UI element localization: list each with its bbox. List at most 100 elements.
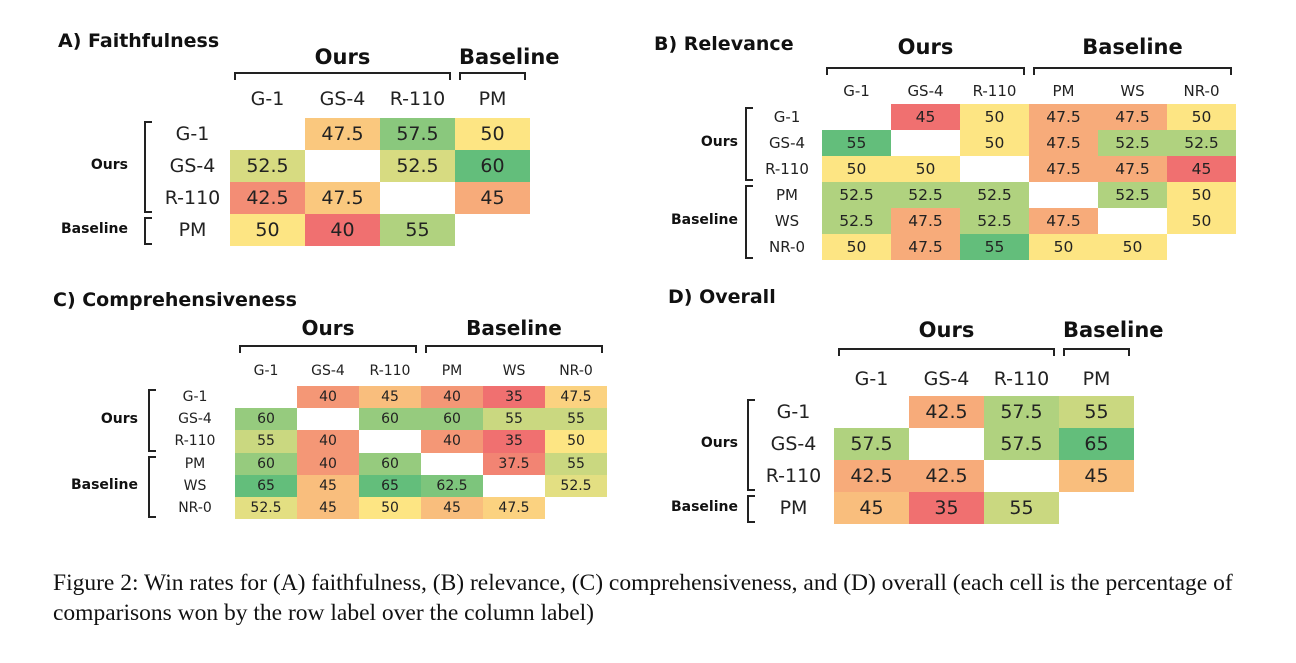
heatmap-cell: 62.5 [421, 474, 483, 497]
col-group-baseline-label: Baseline [1063, 318, 1164, 342]
heatmap-cell-empty [359, 430, 421, 453]
column-header: GS-4 [923, 368, 970, 390]
row-group-bracket [745, 185, 753, 259]
heatmap-cell: 52.5 [1098, 182, 1167, 208]
column-header: NR-0 [559, 363, 593, 379]
heatmap-cell: 45 [297, 474, 359, 497]
row-group-baseline-label: Baseline [670, 499, 738, 516]
heatmap-cell: 60 [359, 408, 421, 431]
panel-a-title: A) Faithfulness [58, 30, 220, 52]
heatmap-cell: 45 [834, 492, 909, 524]
heatmap-cell: 40 [297, 430, 359, 453]
heatmap-cell: 47.5 [891, 234, 960, 260]
col-group-bracket [1063, 348, 1130, 356]
column-header: PM [1052, 82, 1075, 100]
heatmap-cell: 47.5 [305, 118, 380, 150]
heatmap-cell: 52.5 [822, 208, 891, 234]
heatmap-cell: 35 [483, 430, 545, 453]
heatmap-cell-empty [891, 130, 960, 156]
column-header: GS-4 [311, 363, 345, 379]
heatmap-cell: 57.5 [834, 428, 909, 460]
row-group-bracket [148, 455, 156, 519]
heatmap-cell: 55 [822, 130, 891, 156]
heatmap-cell: 47.5 [1029, 208, 1098, 234]
col-group-ours-label: Ours [314, 45, 371, 69]
heatmap-cell-empty [297, 408, 359, 431]
heatmap-cell: 57.5 [984, 396, 1059, 428]
heatmap-cell: 57.5 [380, 118, 455, 150]
heatmap-cell: 60 [235, 452, 297, 475]
column-header: G-1 [253, 363, 279, 379]
row-header: R-110 [765, 465, 822, 487]
row-group-bracket [148, 389, 156, 452]
row-header: PM [178, 219, 207, 241]
heatmap-cell: 55 [380, 214, 455, 246]
heatmap-cell: 55 [1059, 396, 1134, 428]
heatmap-cell: 50 [1167, 182, 1236, 208]
heatmap-cell: 42.5 [909, 460, 984, 492]
row-group-bracket [747, 495, 755, 523]
col-group-bracket [234, 72, 451, 80]
heatmap-cell: 40 [297, 386, 359, 409]
column-header: R-110 [972, 82, 1017, 100]
heatmap-cell-empty [235, 386, 297, 409]
heatmap-cell: 60 [235, 408, 297, 431]
row-header: NR-0 [178, 500, 212, 516]
col-group-ours-label: Ours [301, 316, 355, 340]
heatmap-cell: 40 [421, 386, 483, 409]
heatmap-cell: 42.5 [230, 182, 305, 214]
row-header: GS-4 [770, 433, 817, 455]
heatmap-cell: 55 [483, 408, 545, 431]
heatmap-cell-empty [1029, 182, 1098, 208]
panel-c-title: C) Comprehensiveness [53, 289, 297, 311]
col-group-bracket [1033, 67, 1232, 75]
col-group-baseline-label: Baseline [1082, 35, 1183, 59]
row-header: R-110 [174, 433, 216, 450]
row-group-bracket [144, 217, 152, 245]
heatmap-cell: 52.5 [1098, 130, 1167, 156]
column-header: PM [441, 363, 463, 379]
heatmap-cell-empty [545, 497, 607, 520]
heatmap-cell: 35 [483, 386, 545, 409]
heatmap-cell: 55 [235, 430, 297, 453]
heatmap-cell-empty [960, 156, 1029, 182]
row-group-bracket [144, 121, 152, 213]
panel-b-title: B) Relevance [654, 33, 794, 55]
row-header: G-1 [175, 123, 210, 145]
column-header: R-110 [993, 368, 1050, 390]
col-group-bracket [239, 345, 417, 353]
heatmap-cell: 45 [455, 182, 530, 214]
heatmap-cell: 50 [822, 156, 891, 182]
heatmap-cell: 47.5 [891, 208, 960, 234]
row-group-ours-label: Ours [700, 435, 738, 452]
heatmap-cell: 50 [1029, 234, 1098, 260]
heatmap-cell: 47.5 [1098, 156, 1167, 182]
heatmap-cell: 40 [297, 452, 359, 475]
heatmap-cell: 50 [1098, 234, 1167, 260]
heatmap-cell: 50 [960, 130, 1029, 156]
col-group-bracket [826, 67, 1025, 75]
column-header: PM [478, 88, 507, 110]
heatmap-cell-empty [822, 104, 891, 130]
column-header: WS [1120, 82, 1145, 100]
heatmap-cell: 45 [891, 104, 960, 130]
row-group-baseline-label: Baseline [60, 221, 128, 238]
heatmap-cell: 47.5 [1029, 130, 1098, 156]
column-header: PM [1082, 368, 1111, 390]
heatmap-cell-empty [984, 460, 1059, 492]
column-header: G-1 [250, 88, 285, 110]
heatmap-cell: 50 [230, 214, 305, 246]
heatmap-cell: 65 [235, 474, 297, 497]
col-group-bracket [425, 345, 603, 353]
heatmap-cell: 45 [1059, 460, 1134, 492]
heatmap-cell: 45 [421, 497, 483, 520]
heatmap-cell: 60 [421, 408, 483, 431]
row-header: GS-4 [178, 411, 212, 428]
row-header: WS [774, 212, 800, 230]
heatmap-cell: 45 [297, 497, 359, 520]
heatmap-cell-empty [421, 452, 483, 475]
heatmap-cell: 47.5 [1098, 104, 1167, 130]
heatmap-cell: 55 [984, 492, 1059, 524]
row-header: R-110 [765, 160, 809, 178]
row-header: NR-0 [769, 238, 805, 256]
